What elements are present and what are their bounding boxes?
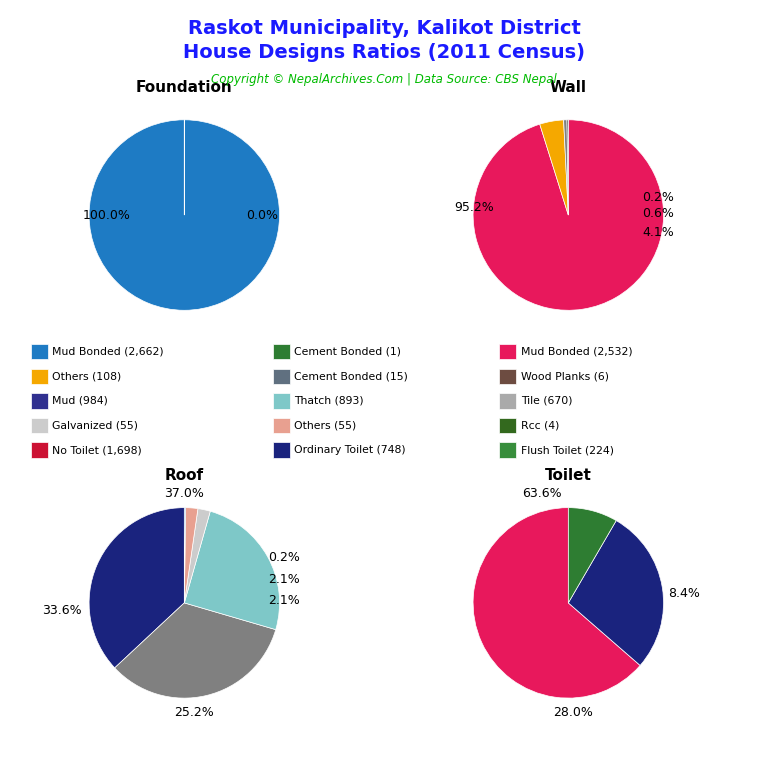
Wedge shape <box>89 120 280 310</box>
Text: 2.1%: 2.1% <box>268 594 300 607</box>
Text: 0.6%: 0.6% <box>643 207 674 220</box>
Text: 95.2%: 95.2% <box>455 201 494 214</box>
Text: 0.0%: 0.0% <box>247 209 279 221</box>
Text: Copyright © NepalArchives.Com | Data Source: CBS Nepal: Copyright © NepalArchives.Com | Data Sou… <box>211 73 557 86</box>
Text: 100.0%: 100.0% <box>82 209 130 221</box>
Wedge shape <box>564 120 568 215</box>
Wedge shape <box>89 508 184 668</box>
Text: Others (55): Others (55) <box>294 420 356 431</box>
Wedge shape <box>184 511 280 630</box>
Wedge shape <box>567 120 568 215</box>
Text: Wood Planks (6): Wood Planks (6) <box>521 371 609 382</box>
Text: Flush Toilet (224): Flush Toilet (224) <box>521 445 614 455</box>
Text: 0.2%: 0.2% <box>643 191 674 204</box>
Text: 37.0%: 37.0% <box>164 487 204 500</box>
Wedge shape <box>473 508 641 698</box>
Text: Cement Bonded (15): Cement Bonded (15) <box>294 371 408 382</box>
Title: Wall: Wall <box>550 80 587 94</box>
Wedge shape <box>184 508 210 603</box>
Text: Tile (670): Tile (670) <box>521 396 572 406</box>
Text: 0.2%: 0.2% <box>268 551 300 564</box>
Wedge shape <box>568 508 616 603</box>
Wedge shape <box>568 521 664 665</box>
Title: Foundation: Foundation <box>136 80 233 94</box>
Wedge shape <box>473 120 664 310</box>
Text: Mud (984): Mud (984) <box>52 396 108 406</box>
Text: 33.6%: 33.6% <box>41 604 81 617</box>
Wedge shape <box>184 508 186 603</box>
Title: Toilet: Toilet <box>545 468 592 482</box>
Text: Others (108): Others (108) <box>52 371 121 382</box>
Text: Rcc (4): Rcc (4) <box>521 420 559 431</box>
Text: 2.1%: 2.1% <box>268 573 300 585</box>
Text: Mud Bonded (2,662): Mud Bonded (2,662) <box>52 346 164 357</box>
Text: 28.0%: 28.0% <box>553 706 593 719</box>
Text: Cement Bonded (1): Cement Bonded (1) <box>294 346 401 357</box>
Text: Thatch (893): Thatch (893) <box>294 396 364 406</box>
Text: Mud Bonded (2,532): Mud Bonded (2,532) <box>521 346 632 357</box>
Text: 8.4%: 8.4% <box>668 587 700 600</box>
Title: Roof: Roof <box>165 468 204 482</box>
Text: No Toilet (1,698): No Toilet (1,698) <box>52 445 142 455</box>
Wedge shape <box>184 508 198 603</box>
Wedge shape <box>540 120 568 215</box>
Text: 25.2%: 25.2% <box>174 706 214 719</box>
Text: Raskot Municipality, Kalikot District
House Designs Ratios (2011 Census): Raskot Municipality, Kalikot District Ho… <box>183 19 585 61</box>
Text: 63.6%: 63.6% <box>521 487 561 500</box>
Text: 4.1%: 4.1% <box>643 226 674 239</box>
Text: Galvanized (55): Galvanized (55) <box>52 420 138 431</box>
Wedge shape <box>114 603 276 698</box>
Text: Ordinary Toilet (748): Ordinary Toilet (748) <box>294 445 406 455</box>
